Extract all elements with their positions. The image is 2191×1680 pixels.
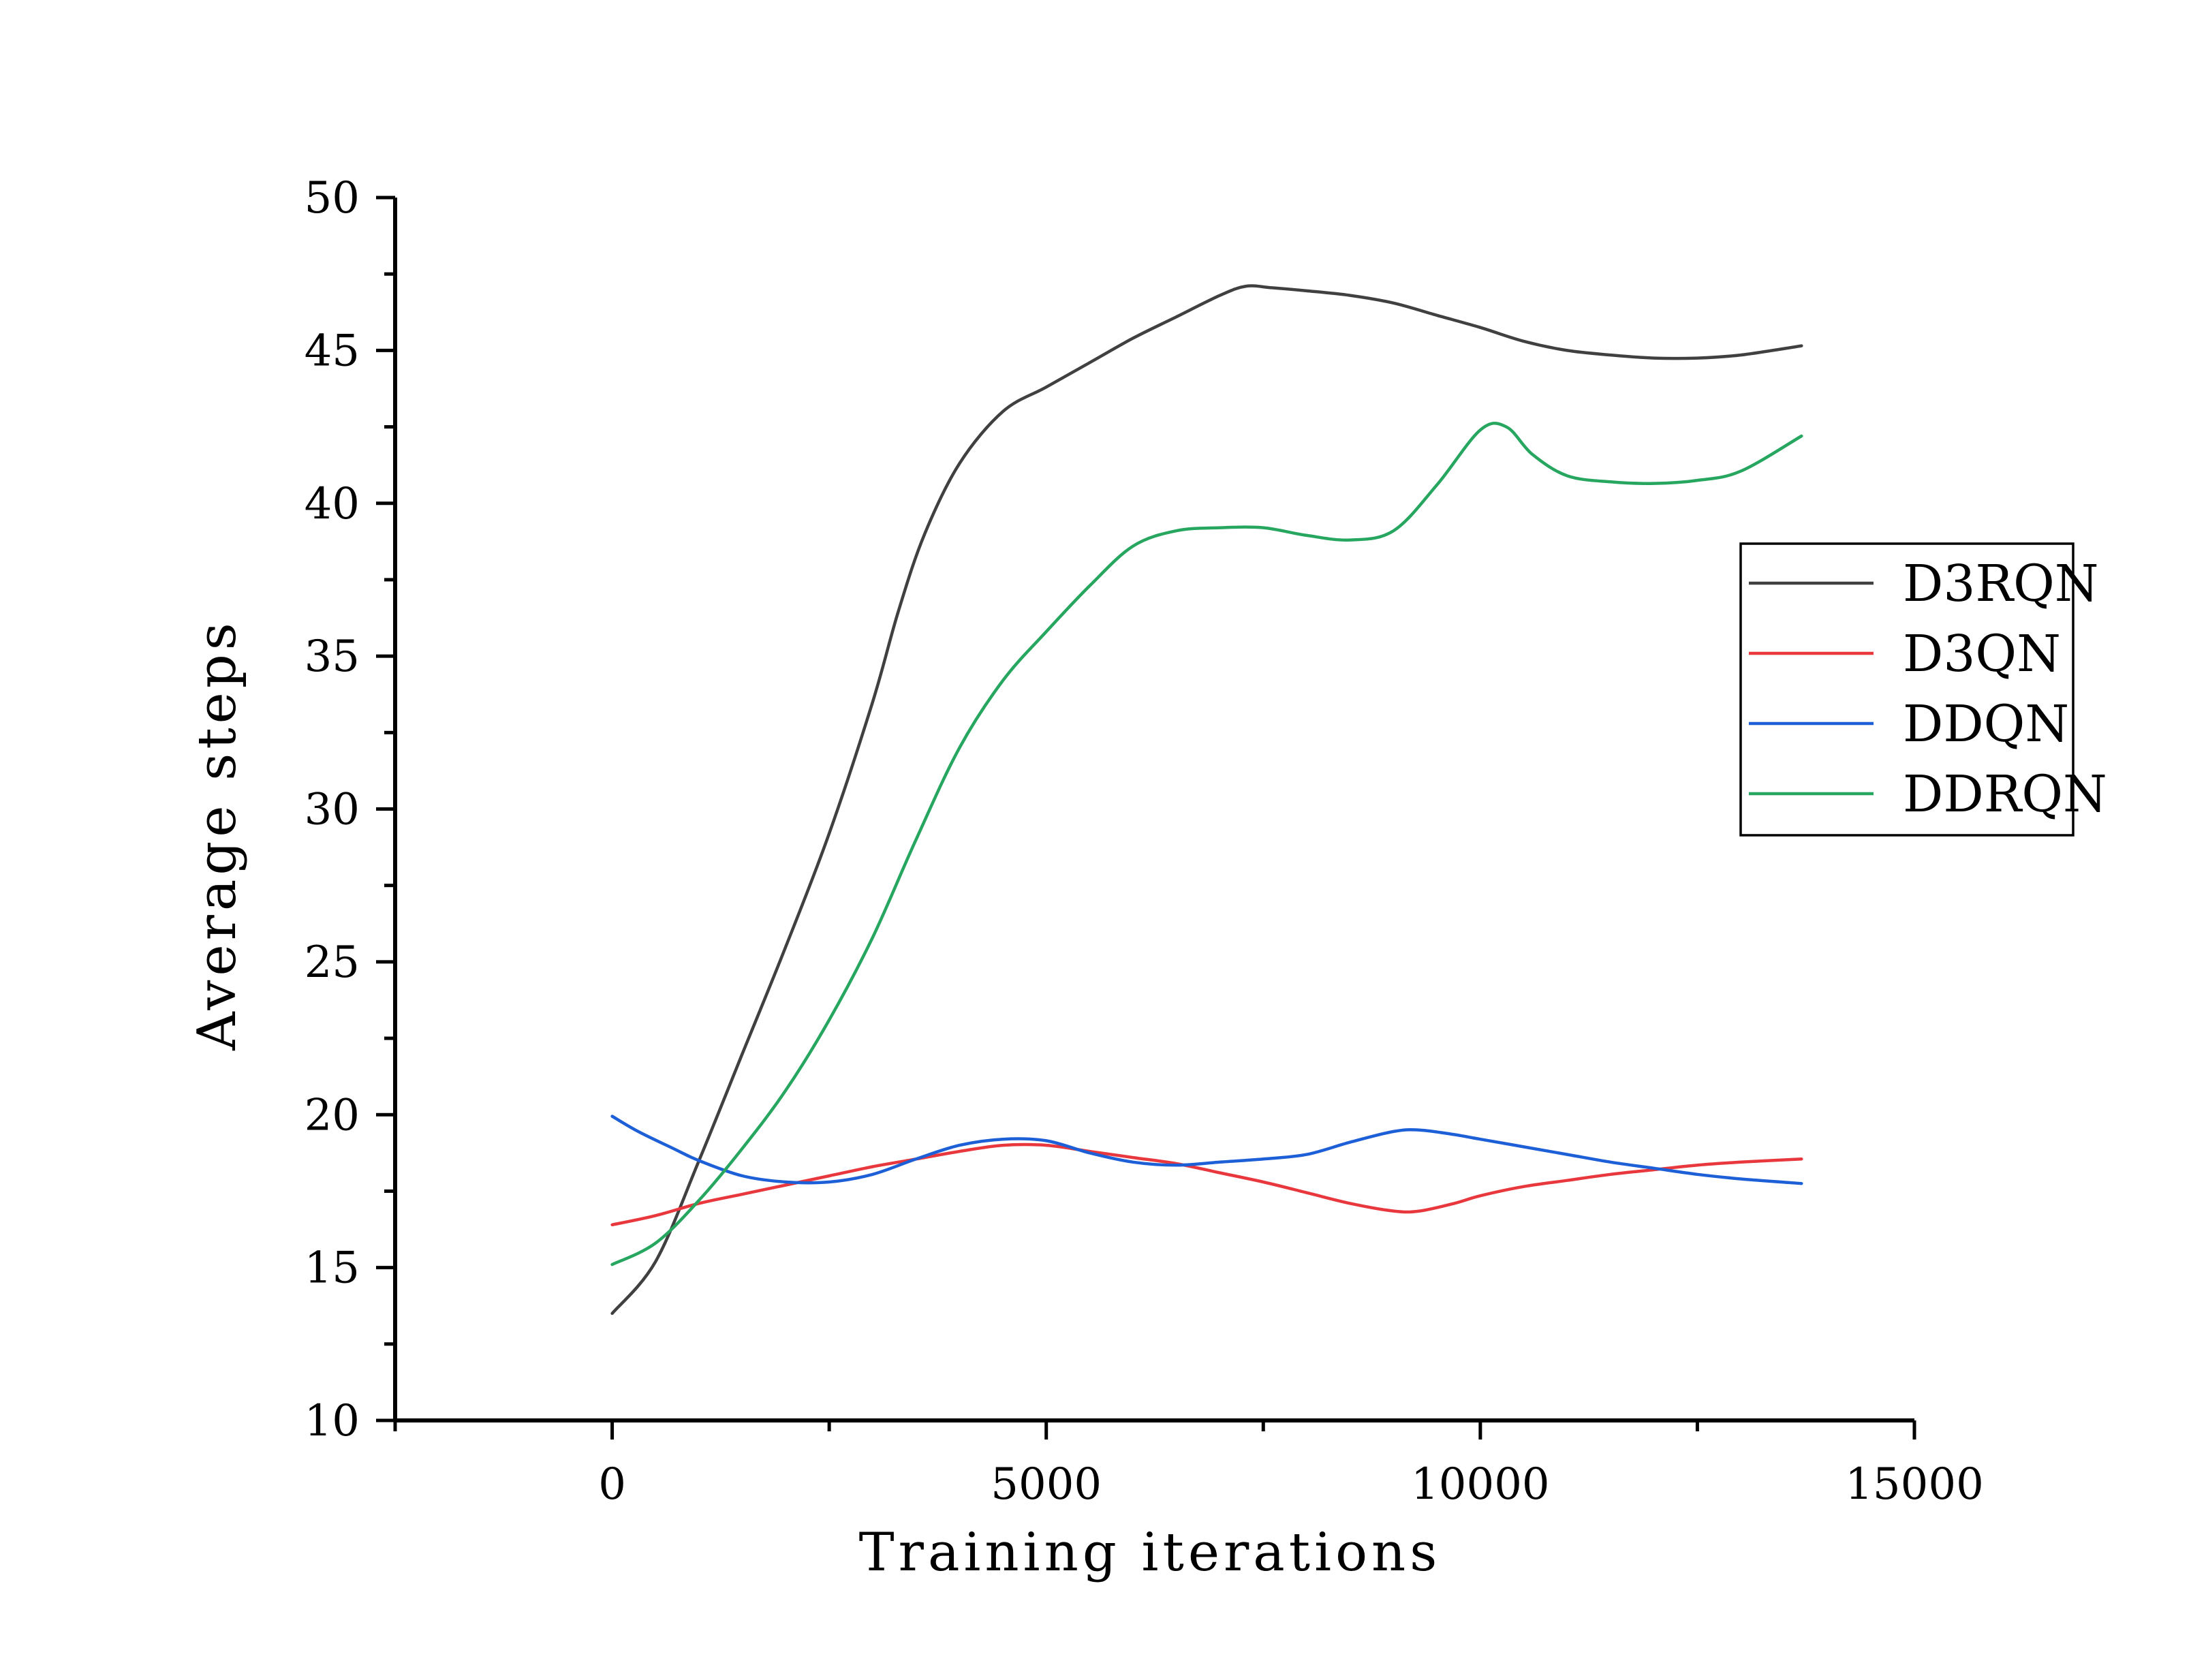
axes: 10 15 20 25 30 35 40 45 50 0 5000 10000 15000: [305, 173, 1984, 1510]
series-line-ddrqn: [610, 421, 1803, 1266]
y-tick-label: 50: [305, 173, 360, 223]
y-axis-title: Average steps: [187, 619, 248, 1051]
legend-label-ddrqn: DDRQN: [1903, 765, 2107, 824]
y-tick-label: 20: [305, 1090, 360, 1140]
legend-label-d3qn: D3QN: [1903, 625, 2061, 683]
y-tick-label: 40: [305, 479, 360, 529]
y-tick-label: 35: [305, 632, 360, 682]
y-tick-label: 25: [305, 937, 360, 988]
series-line-d3qn: [610, 1142, 1803, 1227]
axis-labels: Training iterations Average steps: [187, 619, 1442, 1583]
x-tick-label: 5000: [991, 1459, 1102, 1510]
y-tick-label: 45: [305, 326, 360, 376]
y-tick-label: 10: [305, 1396, 360, 1446]
legend-box: [1739, 542, 2075, 837]
x-tick-label: 10000: [1411, 1459, 1550, 1510]
y-tick-label: 15: [305, 1243, 360, 1294]
x-tick-label: 0: [598, 1459, 626, 1510]
series-lines: [610, 284, 1803, 1316]
legend-label-d3rqn: D3RQN: [1903, 555, 2099, 613]
legend-label-ddqn: DDQN: [1903, 695, 2069, 753]
series-line-d3rqn: [610, 284, 1803, 1316]
series-line-ddqn: [610, 1115, 1803, 1185]
y-tick-label: 30: [305, 785, 360, 835]
x-tick-label: 15000: [1845, 1459, 1984, 1510]
x-axis-title: Training iterations: [859, 1522, 1442, 1583]
legend: D3RQN D3QN DDQN DDRQN: [1739, 542, 2107, 837]
